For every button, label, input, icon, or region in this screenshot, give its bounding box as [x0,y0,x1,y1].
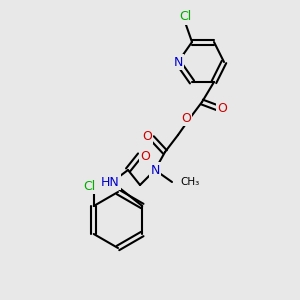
Text: O: O [142,130,152,142]
Text: Cl: Cl [179,11,191,23]
Text: O: O [181,112,191,124]
Text: N: N [150,164,160,176]
Text: Cl: Cl [84,179,96,193]
Text: CH₃: CH₃ [180,177,199,187]
Text: N: N [173,56,183,68]
Text: O: O [140,151,150,164]
Text: O: O [217,101,227,115]
Text: HN: HN [100,176,119,188]
